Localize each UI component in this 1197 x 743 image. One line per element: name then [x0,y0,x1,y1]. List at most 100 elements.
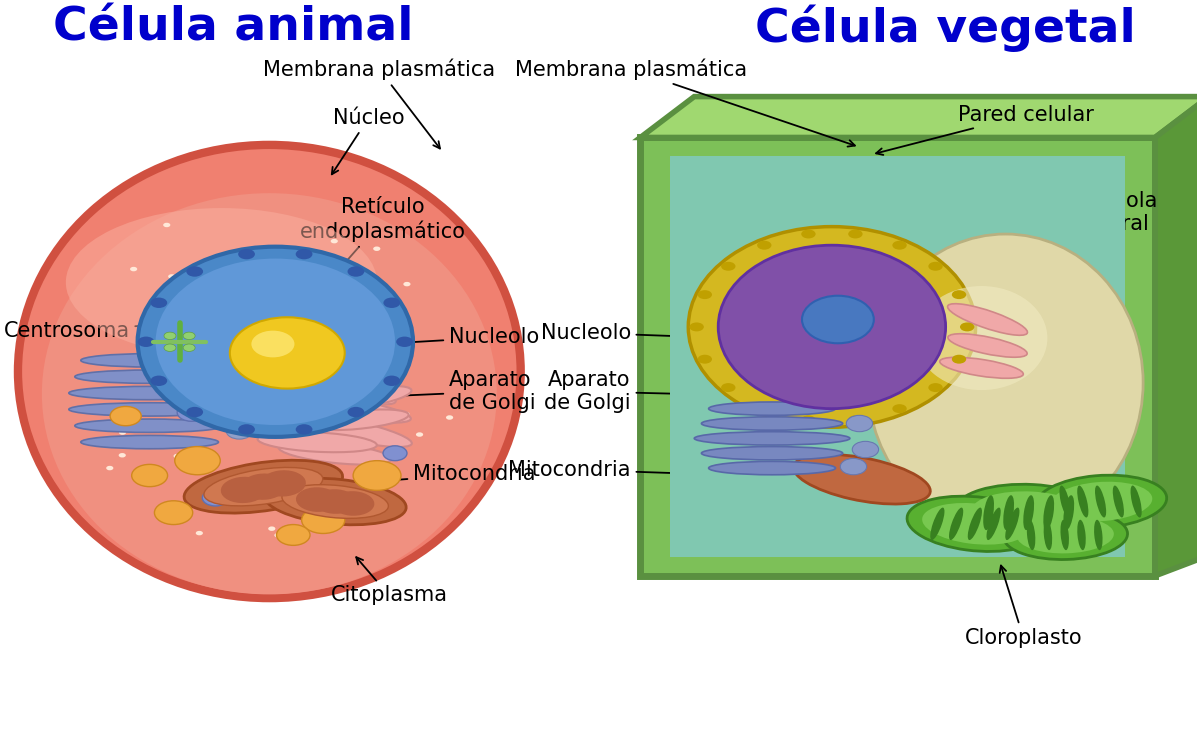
Circle shape [251,317,259,321]
Circle shape [178,343,186,348]
Ellipse shape [1095,486,1106,517]
Text: Aparato
de Golgi: Aparato de Golgi [314,370,535,413]
Circle shape [929,262,943,270]
Ellipse shape [907,496,1044,551]
Ellipse shape [265,478,406,525]
Circle shape [698,354,712,363]
Ellipse shape [1077,486,1088,517]
Circle shape [154,501,193,525]
Ellipse shape [967,507,982,540]
Circle shape [164,332,176,340]
Circle shape [330,239,338,244]
Ellipse shape [294,415,412,447]
Ellipse shape [68,386,230,400]
Ellipse shape [1023,496,1034,530]
Ellipse shape [203,467,323,506]
Circle shape [168,274,175,279]
Polygon shape [640,97,1197,137]
Ellipse shape [922,503,1029,545]
Ellipse shape [1003,510,1128,559]
Ellipse shape [1130,486,1142,517]
Ellipse shape [1027,520,1035,550]
Text: Célula animal: Célula animal [53,6,414,51]
Ellipse shape [286,369,396,404]
Circle shape [187,266,203,276]
Circle shape [196,531,203,535]
Polygon shape [670,156,1125,557]
Ellipse shape [1005,507,1020,540]
Circle shape [130,267,138,271]
Circle shape [177,403,206,421]
Ellipse shape [1094,520,1102,550]
Ellipse shape [241,473,286,500]
Text: Citoplasma: Citoplasma [330,557,448,606]
Circle shape [363,352,370,357]
Circle shape [892,404,907,413]
Text: Pared celular: Pared celular [876,105,1094,155]
Circle shape [849,230,863,239]
Circle shape [174,454,181,458]
Ellipse shape [972,491,1087,534]
Ellipse shape [868,234,1143,531]
Ellipse shape [284,395,411,423]
Text: Nucleolo: Nucleolo [322,328,539,351]
Ellipse shape [314,489,357,514]
Ellipse shape [701,447,843,460]
Circle shape [383,446,407,461]
Circle shape [119,430,126,435]
Ellipse shape [701,417,843,430]
Circle shape [892,241,907,250]
Circle shape [353,461,401,490]
Ellipse shape [983,496,994,530]
Circle shape [302,507,345,533]
Ellipse shape [688,227,976,427]
Circle shape [183,332,195,340]
Ellipse shape [220,477,267,503]
Ellipse shape [709,402,836,415]
Circle shape [840,458,867,475]
Ellipse shape [1050,481,1153,522]
Circle shape [402,412,409,416]
Ellipse shape [940,357,1023,378]
Circle shape [232,378,259,395]
Text: Membrana plasmática: Membrana plasmática [263,59,496,149]
Text: Cloroplasto: Cloroplasto [965,565,1082,648]
Ellipse shape [930,507,944,540]
Circle shape [288,414,296,418]
Circle shape [139,358,146,363]
Circle shape [952,354,966,363]
Circle shape [274,533,281,537]
Text: Centrosoma: Centrosoma [4,321,177,340]
Circle shape [164,344,176,351]
Polygon shape [1155,97,1197,576]
Ellipse shape [260,470,306,496]
Ellipse shape [1059,486,1070,517]
Circle shape [373,247,381,251]
Ellipse shape [955,484,1104,541]
Circle shape [162,366,169,371]
Text: Retículo
endoplasmático: Retículo endoplasmático [300,197,466,277]
Circle shape [132,464,168,487]
Ellipse shape [184,460,342,513]
Circle shape [321,510,328,514]
Ellipse shape [66,208,377,357]
Circle shape [801,415,815,424]
Ellipse shape [709,461,836,475]
Circle shape [721,383,735,392]
Ellipse shape [1003,496,1014,530]
Circle shape [334,365,341,369]
Circle shape [138,337,154,347]
Ellipse shape [80,435,218,449]
Ellipse shape [282,484,388,519]
Ellipse shape [916,286,1047,390]
Ellipse shape [310,409,408,430]
Circle shape [269,375,277,380]
Text: Núcleo: Núcleo [332,108,405,175]
Circle shape [151,375,168,386]
Ellipse shape [156,259,395,425]
Circle shape [175,447,220,475]
Ellipse shape [296,487,339,512]
Ellipse shape [948,304,1027,335]
Circle shape [952,291,966,299]
Ellipse shape [251,331,294,357]
